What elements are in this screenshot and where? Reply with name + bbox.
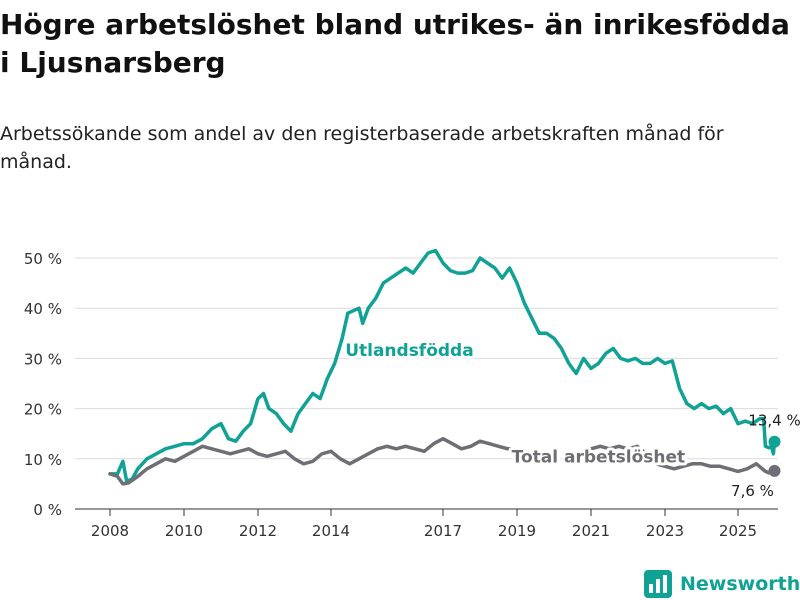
newsworthy-brand[interactable]: Newsworthy	[644, 569, 800, 599]
chart-subtitle: Arbetssökande som andel av den registerb…	[0, 123, 724, 173]
x-tick-label: 2014	[312, 522, 350, 540]
x-tick-label: 2008	[91, 522, 129, 540]
y-tick-label: 10 %	[24, 451, 62, 469]
x-tick-label: 2025	[719, 522, 757, 540]
x-tick-label: 2012	[239, 522, 277, 540]
y-tick-label: 40 %	[24, 300, 62, 318]
bar-chart-logo-icon	[644, 570, 672, 598]
chart-title: Högre arbetslöshet bland utrikes- än inr…	[0, 8, 790, 79]
x-tick-label: 2017	[424, 522, 462, 540]
x-tick-label: 2019	[498, 522, 536, 540]
series-labels: 13,4 %7,6 %UtlandsföddaUtlandsföddaTotal…	[342, 338, 800, 500]
series-end-label-1: 7,6 %	[731, 482, 774, 500]
y-tick-label: 50 %	[24, 250, 62, 268]
series-end-point-1	[768, 464, 781, 477]
x-tick-label: 2010	[165, 522, 203, 540]
annotation-halo-1: Total arbetslöshet	[512, 447, 686, 467]
y-axis-ticks: 0 % 10 % 20 % 30 % 40 % 50 %	[24, 250, 62, 519]
series-line-1-seg-1	[581, 444, 777, 475]
annotation-label-1: Total arbetslöshet	[512, 447, 686, 467]
series-line-1-seg-0	[108, 436, 519, 486]
series-lines	[108, 248, 781, 486]
x-tick-label: 2021	[572, 522, 610, 540]
series-end-label-0: 13,4 %	[748, 412, 800, 430]
grid-lines	[75, 257, 778, 510]
x-axis-ticks: 2008 2010 2012 2014 2017 2019 2021 2023 2025	[91, 509, 757, 540]
brand-name: Newsworthy	[680, 573, 800, 595]
series-end-point-0	[768, 435, 781, 448]
x-tick-label: 2023	[646, 522, 684, 540]
y-tick-label: 0 %	[33, 501, 62, 519]
annotation-label-0: Utlandsfödda	[345, 341, 474, 361]
y-tick-label: 20 %	[24, 401, 62, 419]
y-tick-label: 30 %	[24, 350, 62, 368]
series-line-0-seg-0	[108, 248, 777, 484]
annotation-halo-0: Utlandsfödda	[345, 341, 474, 361]
